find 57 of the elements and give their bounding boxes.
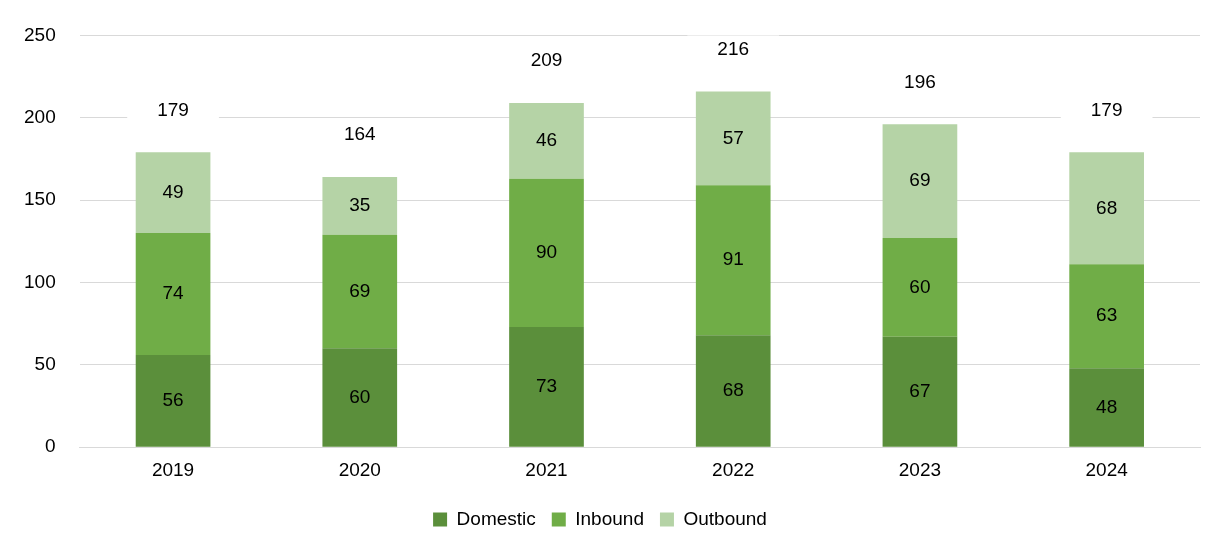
data-label: 69	[349, 279, 371, 301]
bar	[695, 185, 771, 336]
data-label: 91	[722, 248, 744, 270]
data-label: 74	[162, 282, 185, 304]
total-label: 209	[530, 49, 563, 71]
y-tick-label: 150	[24, 188, 56, 210]
x-tick-label: 2023	[898, 458, 942, 480]
bar	[695, 91, 771, 186]
bar	[509, 178, 584, 327]
bar	[135, 233, 211, 355]
x-tick-label: 2024	[1085, 458, 1129, 480]
data-label: 68	[1096, 196, 1118, 218]
bar	[1069, 264, 1144, 369]
bar	[322, 348, 398, 447]
y-tick-label: 200	[24, 105, 56, 127]
legend-label: Domestic	[456, 507, 536, 529]
data-label: 48	[1096, 395, 1118, 417]
data-label: 56	[162, 389, 184, 411]
bar	[882, 336, 958, 447]
legend-label: Outbound	[683, 507, 767, 529]
data-label: 57	[722, 126, 744, 148]
legend-label: Inbound	[575, 507, 644, 529]
data-label: 67	[909, 380, 931, 401]
bar	[1069, 152, 1144, 265]
data-label: 49	[162, 180, 184, 202]
bar	[695, 335, 771, 447]
bar	[135, 152, 211, 234]
total-label: 216	[717, 37, 750, 59]
data-label: 35	[349, 194, 371, 216]
data-label: 60	[909, 275, 931, 297]
data-label: 69	[909, 169, 931, 191]
total-label: 164	[343, 123, 377, 145]
total-label: 179	[1090, 98, 1123, 120]
data-label: 68	[722, 379, 744, 401]
y-tick-label: 50	[34, 353, 56, 375]
data-label: 90	[535, 241, 558, 263]
y-tick-label: 100	[24, 270, 56, 292]
data-label: 46	[535, 129, 558, 151]
data-label: 73	[535, 375, 558, 397]
bar	[1069, 368, 1144, 447]
bar	[882, 124, 958, 239]
total-label: 179	[157, 98, 189, 120]
x-tick-label: 2022	[712, 458, 755, 480]
bar	[322, 234, 398, 349]
total-label: 196	[904, 70, 936, 92]
bar	[509, 102, 584, 179]
bar	[322, 177, 398, 235]
x-tick-label: 2021	[525, 458, 568, 480]
data-label: 63	[1096, 304, 1118, 326]
y-tick-label: 0	[45, 435, 56, 457]
x-tick-label: 2019	[151, 458, 195, 480]
y-tick-label: 250	[24, 23, 56, 45]
bar	[135, 354, 211, 447]
x-tick-label: 2020	[338, 458, 381, 480]
bar	[509, 326, 584, 447]
data-label: 60	[349, 385, 371, 407]
bar	[882, 238, 958, 337]
